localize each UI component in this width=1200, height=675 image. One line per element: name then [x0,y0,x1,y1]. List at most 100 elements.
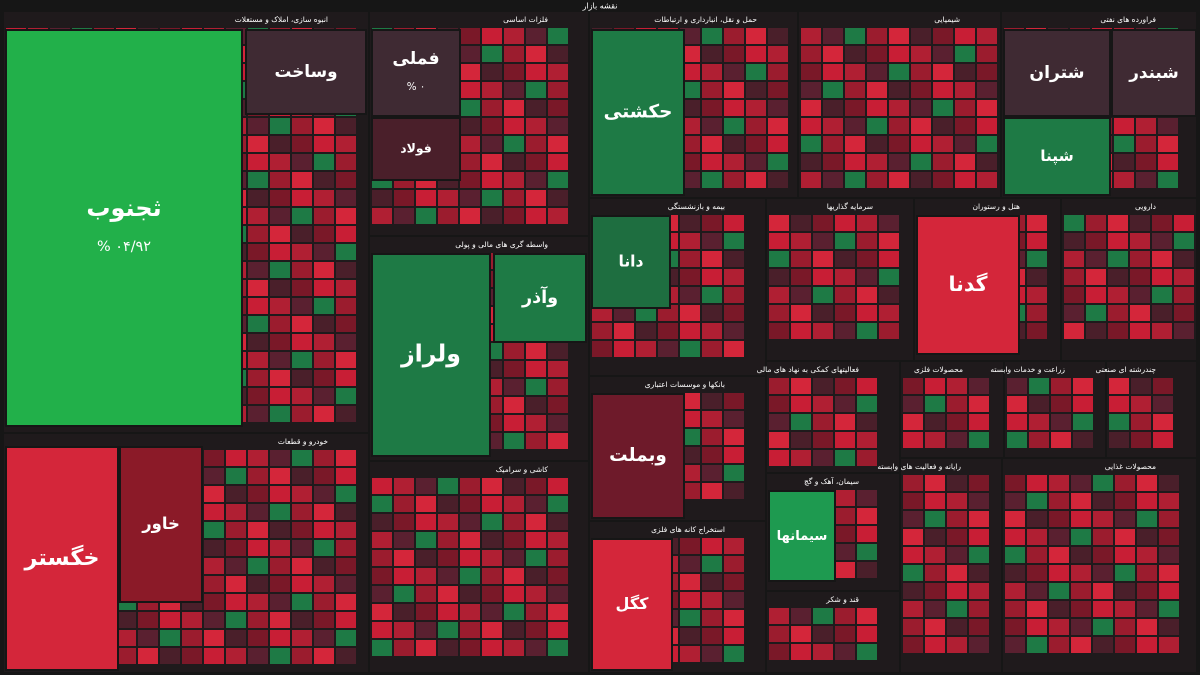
tile [526,172,546,188]
tile [504,361,524,377]
tile [1108,323,1128,339]
tile [314,298,334,314]
tile [1158,154,1178,170]
tile [314,450,334,466]
tile [372,550,392,566]
tile [1093,619,1113,635]
tile [969,565,989,581]
tile [867,118,887,134]
tile [270,504,290,520]
tile [768,490,836,582]
tile [724,100,744,116]
tile [548,154,568,170]
tile [248,648,268,664]
tile [226,558,246,574]
tile [270,136,290,152]
tile [969,637,989,653]
tile [460,100,480,116]
tile [1073,432,1093,448]
tile [314,316,334,332]
tile [724,574,744,590]
tile [270,576,290,592]
tile [460,28,480,44]
tile [835,215,855,231]
tile [504,208,524,224]
tile [702,341,722,357]
tile [1174,287,1194,303]
tile [1049,529,1069,545]
tile [933,28,953,44]
tile [1174,215,1194,231]
tile [1115,637,1135,653]
tile [823,46,843,62]
tile [933,172,953,188]
tile [314,352,334,368]
tile [314,406,334,422]
tile [835,562,855,578]
tile [768,28,788,44]
tile [248,280,268,296]
tile [248,208,268,224]
tile [702,429,722,445]
tile [769,432,789,448]
tile [813,233,833,249]
tile [801,46,821,62]
tile [1136,136,1156,152]
tile [526,361,546,377]
tile [680,574,700,590]
tile [1027,601,1047,617]
tile [702,393,722,409]
tile [791,215,811,231]
tile [1152,305,1172,321]
tile [724,538,744,554]
tile [314,280,334,296]
tile [680,323,700,339]
tile [911,64,931,80]
tile [1027,215,1047,231]
tile [416,640,436,656]
tile [526,397,546,413]
tile [702,465,722,481]
tile [947,565,967,581]
tile [925,619,945,635]
tile [526,532,546,548]
tile [680,646,700,662]
tile [769,269,789,285]
tile-symbol: شبندر [1128,62,1179,82]
tile [526,136,546,152]
tile [270,450,290,466]
tile [977,154,997,170]
tile [791,626,811,642]
tile [270,208,290,224]
tile [1064,305,1084,321]
tile [768,46,788,62]
tile [460,478,480,494]
sector-label: کاشی و سرامیک [496,465,549,474]
tile [933,64,953,80]
tile [270,352,290,368]
tile [248,504,268,520]
tile [416,514,436,530]
tile [955,100,975,116]
tile [680,628,700,644]
tile [911,154,931,170]
tile [746,82,766,98]
tile [292,406,312,422]
tile [969,475,989,491]
tile [1174,305,1194,321]
tile [416,586,436,602]
tile [769,626,789,642]
tile [482,586,502,602]
tile [248,334,268,350]
tile [204,558,224,574]
tile [955,46,975,62]
tile [835,508,855,524]
tile [248,468,268,484]
tile [314,540,334,556]
tile [226,540,246,556]
tile [1108,215,1128,231]
tile [245,29,367,115]
tile [1158,172,1178,188]
tile [813,323,833,339]
tile [835,526,855,542]
